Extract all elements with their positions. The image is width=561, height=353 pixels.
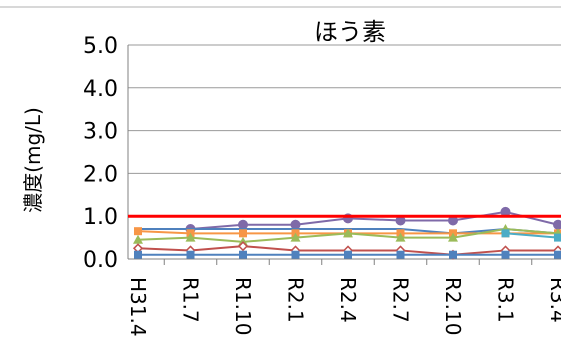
data-point <box>133 234 143 244</box>
data-point <box>344 250 352 259</box>
data-point <box>186 250 195 259</box>
data-point <box>291 250 300 259</box>
data-point <box>396 250 405 259</box>
axes <box>127 45 561 265</box>
x-tick-label: R1.7 <box>179 277 203 323</box>
data-point <box>554 250 561 259</box>
x-tick-label: R3.1 <box>494 277 518 323</box>
y-tick-label: 2.0 <box>83 162 118 187</box>
data-point <box>554 233 561 242</box>
x-tick-labels: H31.4 R1.7 R1.10 R2.1 R2.4 R2.7 R2.10 R3.1 R3.4 <box>126 277 561 337</box>
x-tick-label: R1.10 <box>231 277 255 335</box>
data-point <box>134 227 142 236</box>
x-tick-label: R2.10 <box>441 277 465 335</box>
x-tick-label: R2.7 <box>389 277 413 323</box>
data-point <box>395 215 406 226</box>
data-point <box>290 232 301 242</box>
data-point <box>449 250 457 259</box>
x-tick-label: R2.1 <box>284 277 308 323</box>
y-tick-labels: 0.0 1.0 2.0 3.0 4.0 5.0 <box>83 34 118 273</box>
series-line <box>505 232 559 239</box>
data-series <box>132 206 561 260</box>
data-point <box>239 250 247 259</box>
data-point <box>448 232 458 242</box>
data-point <box>395 232 406 242</box>
y-tick-label: 0.0 <box>83 248 118 273</box>
y-tick-label: 5.0 <box>83 34 118 59</box>
data-point <box>237 241 249 252</box>
data-point <box>553 219 561 230</box>
chart-title: ほう素 <box>314 18 386 46</box>
y-tick-label: 1.0 <box>83 205 118 230</box>
data-point <box>501 229 510 238</box>
data-point <box>238 219 248 230</box>
y-tick-label: 3.0 <box>83 120 118 145</box>
y-tick-label: 4.0 <box>83 77 118 102</box>
data-point <box>501 250 510 259</box>
data-point <box>239 229 247 238</box>
data-point <box>185 232 196 242</box>
grid-lines <box>128 44 561 217</box>
data-point <box>500 206 511 217</box>
y-axis-label: 濃度(mg/L) <box>21 107 45 213</box>
x-tick-label: R3.4 <box>546 277 561 323</box>
x-tick-label: R2.4 <box>336 277 360 323</box>
data-point <box>134 250 142 259</box>
data-point <box>290 219 301 230</box>
data-point <box>343 228 353 238</box>
series-line <box>190 210 559 231</box>
data-point <box>448 215 458 226</box>
x-tick-label: H31.4 <box>126 277 150 337</box>
